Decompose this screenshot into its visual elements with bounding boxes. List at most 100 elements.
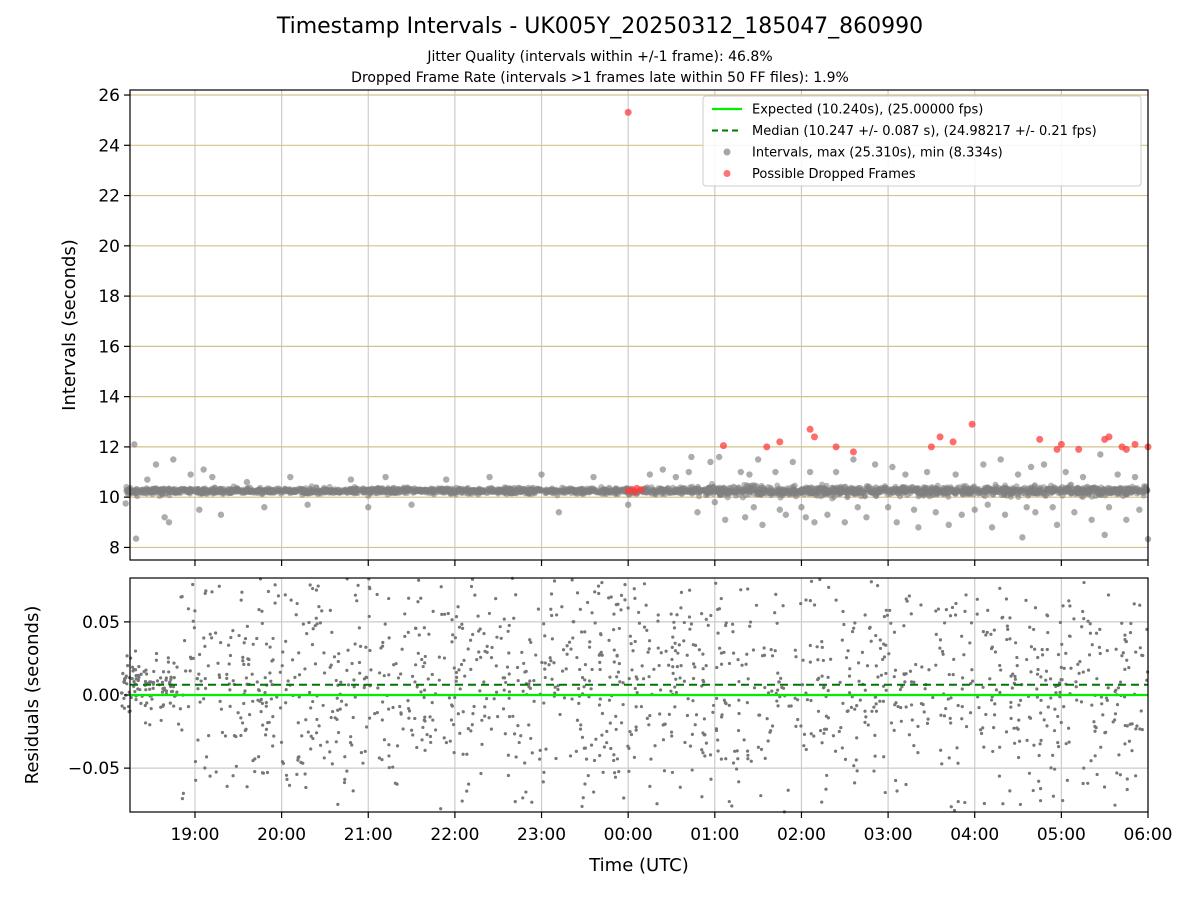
residual-point (1017, 718, 1021, 722)
residual-point (454, 679, 458, 683)
residual-point (126, 704, 131, 709)
residual-point (176, 722, 181, 726)
interval-point (756, 487, 763, 494)
residual-point (789, 704, 793, 708)
residual-point (309, 747, 313, 751)
residual-point (939, 748, 943, 752)
residual-point (627, 677, 631, 681)
interval-point (266, 488, 273, 495)
residual-point (483, 714, 487, 718)
residual-point (1029, 670, 1033, 674)
residual-point (186, 705, 191, 709)
residual-point (581, 796, 585, 800)
interval-point (196, 506, 203, 513)
residual-point (516, 724, 520, 728)
legend-marker-swatch (723, 170, 731, 177)
interval-point (742, 492, 749, 499)
dropped-frame-point (949, 438, 957, 446)
residual-point (719, 662, 724, 666)
residual-point (490, 645, 494, 650)
residual-point (688, 588, 692, 592)
residual-point (503, 732, 507, 736)
residual-point (1117, 753, 1121, 757)
residual-point (600, 581, 604, 585)
residual-point (815, 645, 819, 649)
residual-point (879, 673, 883, 677)
residual-point (718, 646, 722, 650)
residual-point (873, 695, 877, 699)
residual-point (614, 727, 618, 732)
residual-point (1048, 677, 1053, 681)
residual-point (202, 636, 206, 640)
residual-point (499, 636, 503, 640)
residual-point (562, 696, 567, 700)
residual-point (984, 633, 988, 637)
residual-point (697, 648, 701, 652)
interval-point (810, 490, 817, 497)
interval-point (694, 509, 701, 516)
residual-point (307, 690, 312, 695)
residual-point (739, 588, 743, 592)
interval-point (590, 473, 597, 481)
residual-point (858, 698, 862, 702)
interval-point (146, 489, 153, 496)
residual-point (674, 677, 678, 681)
residual-point (353, 642, 357, 646)
residual-point (582, 746, 586, 750)
interval-point (1062, 468, 1069, 476)
residual-point (754, 603, 759, 607)
residual-point (805, 698, 809, 702)
residual-point (934, 663, 938, 667)
interval-point (902, 471, 909, 478)
residual-point (454, 670, 459, 675)
interval-point (659, 466, 667, 473)
residual-point (322, 671, 327, 675)
dropped-frame-point (810, 433, 818, 441)
residual-point (796, 717, 800, 722)
residual-point (714, 728, 719, 733)
residual-point (416, 600, 420, 604)
residual-point (534, 653, 538, 657)
interval-point (125, 489, 132, 496)
interval-point (756, 491, 763, 498)
residual-point (247, 662, 251, 667)
residual-point (642, 582, 647, 586)
residual-point (637, 621, 642, 625)
residual-point (1067, 634, 1072, 638)
residual-point (1025, 738, 1029, 742)
interval-point (863, 514, 870, 521)
residual-point (199, 679, 203, 683)
residual-point (885, 613, 890, 617)
residual-point (336, 802, 340, 806)
residual-point (678, 785, 682, 789)
x-tick-label: 23:00 (517, 825, 566, 845)
residual-point (133, 668, 138, 672)
residual-point (984, 712, 988, 717)
residual-point (130, 665, 135, 669)
residual-point (766, 739, 770, 743)
residual-point (506, 629, 510, 633)
residual-point (869, 639, 873, 643)
residual-point (968, 641, 972, 645)
residual-point (1051, 794, 1056, 798)
residual-point (691, 699, 695, 703)
residual-point (724, 623, 728, 628)
residual-point (1058, 690, 1062, 694)
residual-point (169, 677, 173, 681)
residual-point (820, 645, 824, 649)
residual-point (645, 716, 649, 720)
residual-point (1028, 625, 1032, 629)
residual-point (514, 755, 518, 759)
residual-point (745, 652, 749, 656)
residual-point (779, 676, 783, 680)
residual-point (507, 623, 511, 628)
interval-point (1028, 487, 1035, 494)
residual-point (688, 627, 692, 631)
residual-point (904, 705, 908, 709)
residual-point (422, 695, 426, 700)
residual-point (194, 778, 198, 782)
residual-point (543, 667, 547, 671)
residual-point (647, 647, 651, 651)
residual-point (598, 667, 602, 672)
residual-point (586, 600, 590, 605)
